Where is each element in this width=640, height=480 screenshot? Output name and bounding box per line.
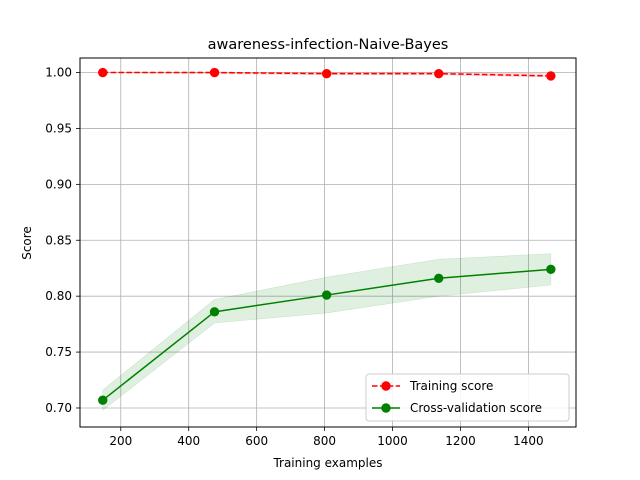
series-1-point (434, 273, 444, 283)
series-1-point (321, 290, 332, 300)
series-1-point (209, 307, 220, 317)
legend-swatch-marker (381, 403, 391, 413)
legend-swatch-marker (381, 381, 391, 391)
x-tick-label: 1400 (513, 434, 544, 448)
plot-frame (79, 57, 577, 428)
legend-label: Cross-validation score (410, 401, 542, 415)
series-1-band (102, 253, 552, 411)
series-1-point (546, 264, 556, 275)
y-tick-label: 0.75 (45, 345, 72, 359)
x-tick-label: 600 (245, 434, 268, 448)
x-tick-label: 200 (109, 434, 132, 448)
x-tick-label: 800 (313, 434, 336, 448)
y-tick-label: 0.95 (45, 121, 72, 135)
series-0-point (209, 67, 220, 78)
chart-title: awareness-infection-Naive-Bayes (208, 37, 449, 53)
plot-area: 200 400 600 800 1000 1200 1400 0.70 0.75 0.80 0.85… (45, 57, 577, 448)
x-tick-label: 400 (177, 434, 200, 448)
y-axis-title: Score (20, 226, 34, 260)
series-0-point (434, 68, 444, 79)
x-tick-label: 1200 (445, 434, 476, 448)
series-0-point (98, 67, 108, 78)
legend: Training score Cross-validation score (365, 373, 570, 422)
x-axis-title: Training examples (272, 456, 382, 470)
y-tick-label: 0.80 (45, 289, 72, 303)
y-tick-label: 0.85 (45, 233, 72, 247)
y-tick-label: 0.90 (45, 177, 72, 191)
x-tick-label: 1000 (377, 434, 408, 448)
series-0-point (546, 71, 556, 81)
y-tick-label: 0.70 (45, 401, 72, 415)
legend-label: Training score (409, 379, 493, 393)
legend-box (365, 373, 570, 422)
series-1-point (98, 395, 108, 405)
series-0-point (321, 68, 332, 79)
y-tick-label: 1.00 (45, 66, 72, 80)
